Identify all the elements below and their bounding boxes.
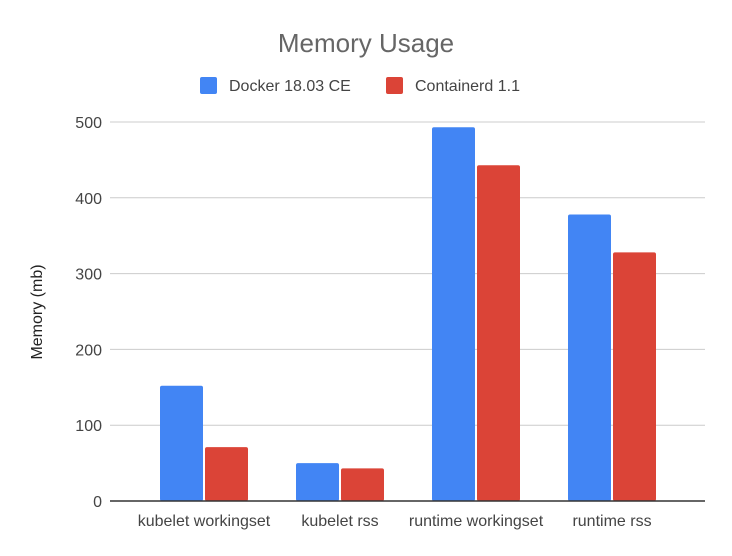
legend-label: Containerd 1.1 <box>415 78 520 95</box>
bar <box>341 468 384 501</box>
y-tick-label: 500 <box>75 115 102 132</box>
y-axis-label: Memory (mb) <box>29 264 46 359</box>
bar <box>432 127 475 501</box>
bar <box>160 385 203 501</box>
x-tick-label: kubelet rss <box>301 513 378 530</box>
chart-title: Memory Usage <box>278 28 454 58</box>
x-tick-label: kubelet workingset <box>138 513 271 530</box>
y-tick-label: 200 <box>75 342 102 359</box>
legend-label: Docker 18.03 CE <box>229 78 351 95</box>
bar <box>296 463 339 501</box>
x-tick-label: runtime rss <box>572 513 651 530</box>
x-tick-label: runtime workingset <box>409 513 544 530</box>
y-tick-label: 0 <box>93 494 102 511</box>
y-tick-label: 300 <box>75 267 102 284</box>
legend-swatch <box>200 77 217 94</box>
legend-swatch <box>386 77 403 94</box>
y-tick-label: 100 <box>75 418 102 435</box>
bar <box>568 214 611 501</box>
y-tick-label: 400 <box>75 191 102 208</box>
bar <box>613 252 656 501</box>
bar <box>477 165 520 501</box>
bar <box>205 447 248 501</box>
